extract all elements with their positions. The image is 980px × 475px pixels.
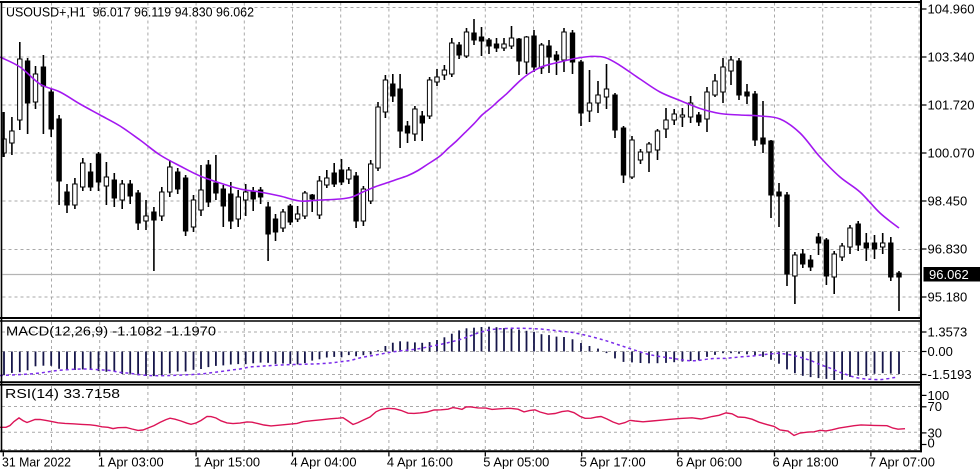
svg-text:1.3573: 1.3573 — [928, 324, 968, 339]
svg-text:USOUSD+,H1 96.017 96.119 94.8: USOUSD+,H1 96.017 96.119 94.830 96.062 — [6, 5, 254, 20]
svg-text:104.960: 104.960 — [928, 2, 975, 17]
svg-text:4 Apr 16:00: 4 Apr 16:00 — [387, 455, 453, 470]
svg-text:MACD(12,26,9) -1.1082 -1.1970: MACD(12,26,9) -1.1082 -1.1970 — [6, 323, 216, 338]
svg-text:100.070: 100.070 — [928, 146, 975, 161]
svg-text:1 Apr 03:00: 1 Apr 03:00 — [98, 455, 164, 470]
svg-text:96.062: 96.062 — [929, 267, 969, 282]
svg-text:31 Mar 2022: 31 Mar 2022 — [2, 455, 71, 470]
svg-text:6 Apr 06:00: 6 Apr 06:00 — [676, 455, 742, 470]
svg-text:100: 100 — [928, 388, 950, 403]
svg-text:103.340: 103.340 — [928, 50, 975, 65]
svg-text:4 Apr 04:00: 4 Apr 04:00 — [291, 455, 357, 470]
svg-text:70: 70 — [928, 399, 942, 414]
svg-text:5 Apr 17:00: 5 Apr 17:00 — [580, 455, 646, 470]
svg-text:5 Apr 05:00: 5 Apr 05:00 — [483, 455, 549, 470]
svg-text:0.00: 0.00 — [928, 344, 953, 359]
svg-text:RSI(14) 33.7158: RSI(14) 33.7158 — [5, 386, 120, 401]
svg-text:-1.5193: -1.5193 — [928, 367, 972, 382]
svg-text:96.830: 96.830 — [928, 242, 968, 257]
svg-text:0: 0 — [928, 435, 935, 450]
svg-text:95.180: 95.180 — [928, 290, 968, 305]
svg-text:6 Apr 18:00: 6 Apr 18:00 — [773, 455, 839, 470]
svg-text:7 Apr 07:00: 7 Apr 07:00 — [869, 455, 935, 470]
svg-text:30: 30 — [928, 425, 942, 440]
svg-text:101.720: 101.720 — [928, 98, 975, 113]
svg-text:98.450: 98.450 — [928, 194, 968, 209]
svg-text:1 Apr 15:00: 1 Apr 15:00 — [194, 455, 260, 470]
